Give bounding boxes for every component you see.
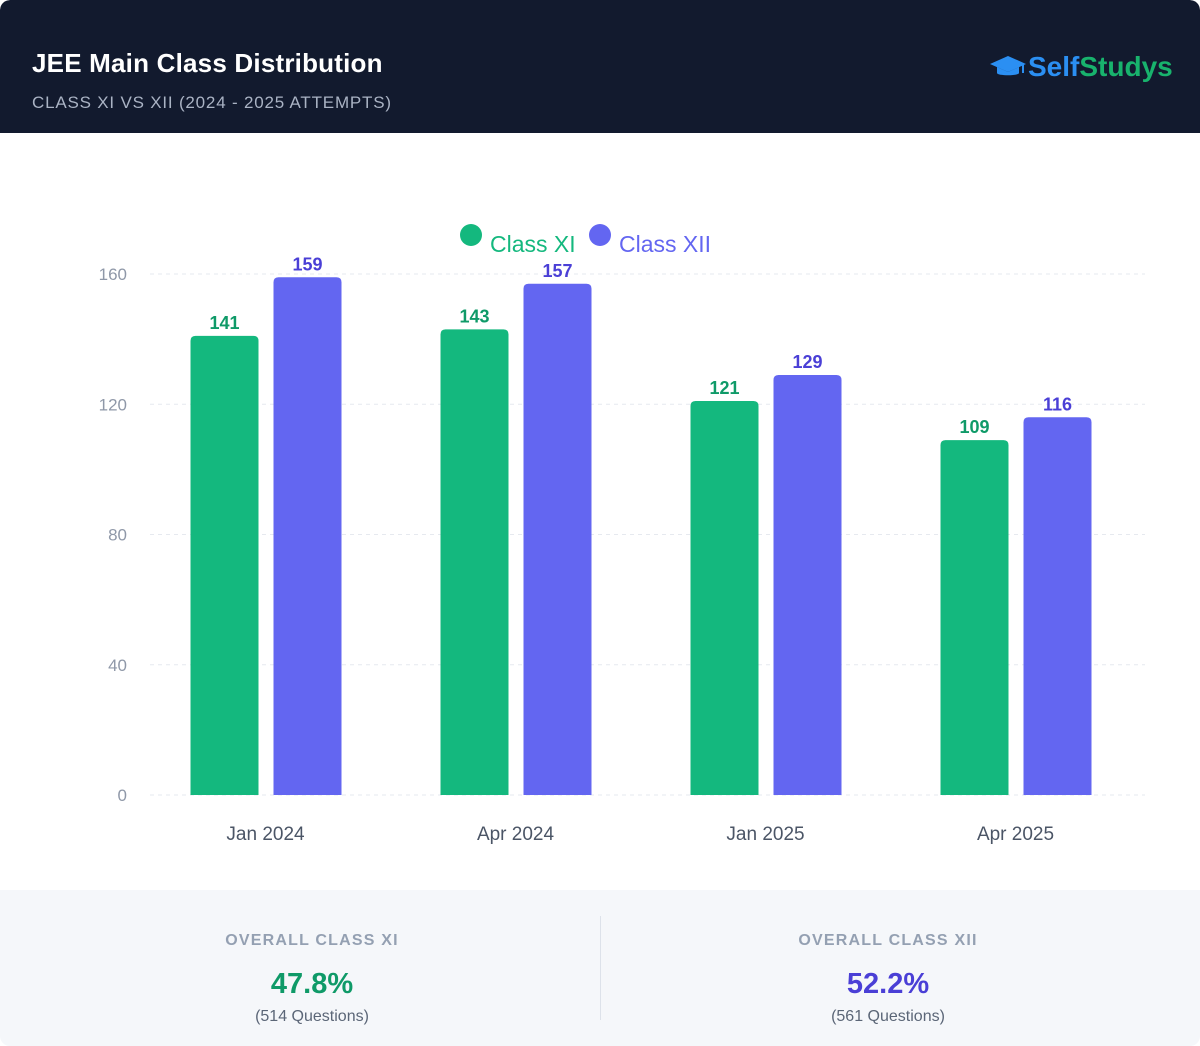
summary-count: (514 Questions) [255,1008,369,1025]
summary-count: (561 Questions) [831,1008,945,1025]
y-tick-label: 40 [108,656,127,675]
selfstudys-logo[interactable]: Self Studys [990,50,1173,84]
data-label: 121 [709,378,739,398]
graduation-cap-icon [990,56,1026,76]
bar-class-xi [440,329,509,795]
data-label: 143 [459,306,489,326]
x-tick-label: Jan 2024 [226,824,305,845]
logo-text-studys: Studys [1079,51,1173,82]
summary-class-xii: OVERALL CLASS XII 52.2% (561 Questions) [588,890,1188,1046]
bar-class-xi [940,440,1009,795]
summary-label: OVERALL CLASS XII [798,932,978,949]
bar-class-xii [773,374,842,795]
summary-class-xi: OVERALL CLASS XI 47.8% (514 Questions) [12,890,612,1046]
y-tick-label: 160 [99,265,127,284]
legend-marker-class-xii [589,224,611,246]
data-label: 129 [792,352,822,372]
data-label: 157 [542,261,572,281]
bar-class-xi [190,335,259,795]
legend-label-class-xii: Class XII [619,231,711,257]
header: JEE Main Class Distribution CLASS XI VS … [0,0,1200,133]
data-label: 159 [292,254,322,274]
page-subtitle: CLASS XI VS XII (2024 - 2025 ATTEMPTS) [32,93,392,112]
x-tick-label: Jan 2025 [726,824,804,845]
data-label: 109 [959,417,989,437]
bar-chart: 0 40 80 120 160 Class XI Class XII 141 159 Jan 20… [99,224,1145,845]
footer-divider [600,916,601,1020]
bar-class-xi [690,400,759,795]
summary-footer: OVERALL CLASS XI 47.8% (514 Questions) O… [0,890,1200,1046]
y-tick-label: 0 [118,786,127,805]
summary-label: OVERALL CLASS XI [225,932,399,949]
x-tick-label: Apr 2025 [977,824,1054,845]
bar-class-xii [1023,417,1092,795]
bar-class-xii [523,283,592,795]
bar-class-xii [273,277,342,796]
y-tick-label: 120 [99,395,127,414]
y-tick-label: 80 [108,526,127,545]
logo-text-self: Self [1028,51,1080,82]
summary-value: 52.2% [846,968,930,1000]
data-label: 116 [1043,394,1072,414]
legend-label-class-xi: Class XI [490,231,576,257]
page-title: JEE Main Class Distribution [32,48,383,78]
legend-marker-class-xi [460,224,482,246]
summary-value: 47.8% [270,968,354,1000]
x-tick-label: Apr 2024 [477,824,555,845]
data-label: 141 [209,313,239,333]
